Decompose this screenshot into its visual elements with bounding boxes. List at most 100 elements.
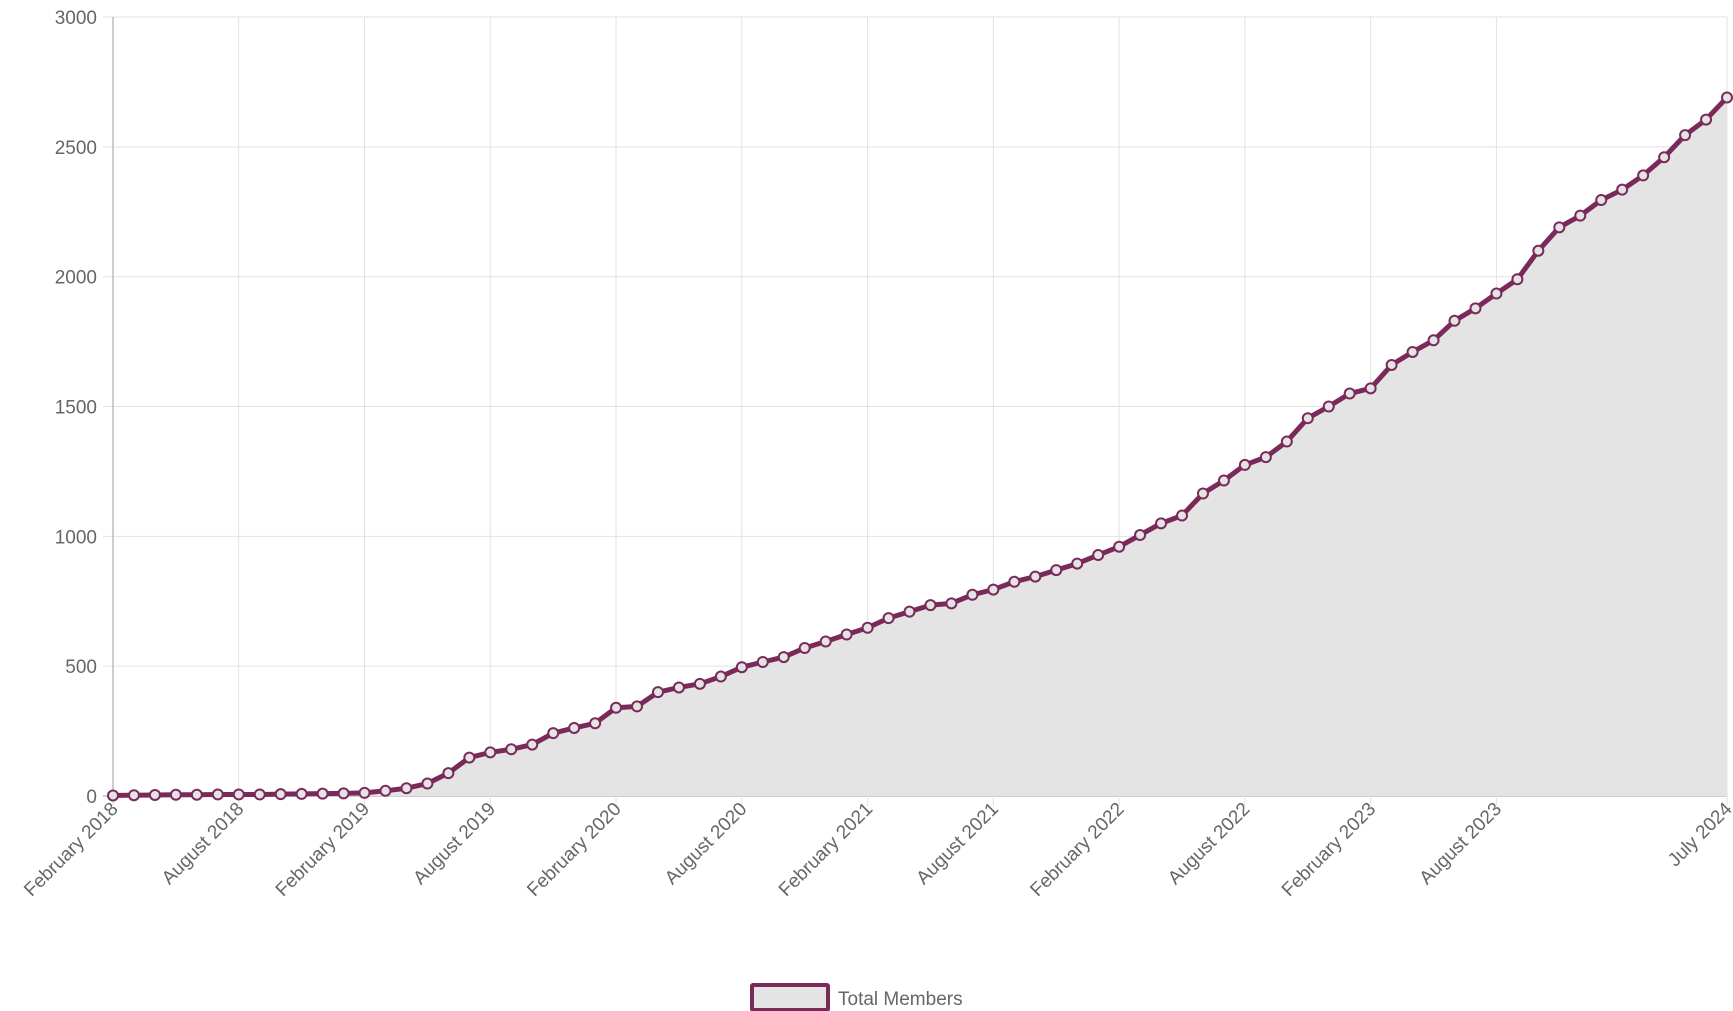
data-point-2018-09[interactable] [253,788,266,801]
data-point-2019-05[interactable] [421,777,434,790]
y-tick-label-1500: 1500 [55,398,97,419]
data-point-2023-12[interactable] [1574,209,1587,222]
data-point-2018-05[interactable] [169,788,182,801]
data-point-2018-08[interactable] [232,788,245,801]
data-point-2023-05[interactable] [1427,334,1440,347]
data-point-2023-04[interactable] [1406,345,1419,358]
data-point-2021-11[interactable] [1050,564,1063,577]
x-tick-label-2021-02: February 2021 [775,799,877,901]
y-axis-tick-labels: 0 500 1000 1500 2000 2500 3000 [55,8,97,808]
x-tick-label-2024-07: July 2024 [1664,798,1733,871]
data-point-2021-09[interactable] [1008,575,1021,588]
data-point-2019-10[interactable] [526,738,539,751]
data-point-2024-01[interactable] [1595,194,1608,207]
data-point-2023-07[interactable] [1469,302,1482,315]
x-tick-label-2019-08: August 2019 [410,799,500,889]
data-point-2020-08[interactable] [735,661,748,674]
data-point-2019-12[interactable] [568,721,581,734]
chart-area-fill [113,97,1727,796]
data-point-2019-07[interactable] [463,751,476,764]
y-tick-label-3000: 3000 [55,8,97,29]
data-point-2021-04[interactable] [903,605,916,618]
data-point-2023-02[interactable] [1364,382,1377,395]
data-point-2020-03[interactable] [631,700,644,713]
data-point-2021-01[interactable] [840,628,853,641]
data-point-2018-04[interactable] [148,788,161,801]
data-point-2018-11[interactable] [295,787,308,800]
chart-legend[interactable]: Total Members [750,983,963,1011]
data-point-2024-07[interactable] [1721,91,1733,104]
data-point-2020-02[interactable] [610,701,623,714]
data-point-2019-11[interactable] [547,727,560,740]
data-point-2020-09[interactable] [756,656,769,669]
data-point-2022-11[interactable] [1301,412,1314,425]
data-point-2024-04[interactable] [1658,151,1671,164]
data-point-2020-10[interactable] [777,651,790,664]
data-point-2020-11[interactable] [798,641,811,654]
x-tick-label-2023-08: August 2023 [1416,799,1506,889]
data-point-2022-10[interactable] [1280,435,1293,448]
data-point-2019-06[interactable] [442,767,455,780]
data-point-2022-12[interactable] [1322,400,1335,413]
data-point-2019-04[interactable] [400,782,413,795]
data-point-2018-03[interactable] [127,789,140,802]
data-point-2022-05[interactable] [1176,509,1189,522]
data-point-2021-12[interactable] [1071,557,1084,570]
data-point-2021-02[interactable] [861,621,874,634]
data-point-2021-05[interactable] [924,599,937,612]
data-point-2022-01[interactable] [1092,549,1105,562]
data-point-2023-11[interactable] [1553,221,1566,234]
data-point-2023-03[interactable] [1385,358,1398,371]
x-tick-label-2018-08: August 2018 [158,799,248,889]
x-axis-tick-labels: February 2018 August 2018 February 2019 Aug… [20,798,1733,901]
data-point-2024-05[interactable] [1679,129,1692,142]
data-point-2021-03[interactable] [882,612,895,625]
area-total-members [113,97,1727,796]
data-point-2022-04[interactable] [1155,517,1168,530]
data-point-2018-02[interactable] [107,789,119,802]
data-point-2023-06[interactable] [1448,314,1461,327]
data-point-2019-08[interactable] [484,746,497,759]
data-point-2022-06[interactable] [1196,487,1209,500]
legend-label-total-members[interactable]: Total Members [838,989,963,1010]
data-point-2022-03[interactable] [1134,529,1147,542]
data-point-2022-09[interactable] [1259,451,1272,464]
x-tick-label-2018-02: February 2018 [20,799,122,901]
legend-swatch-total-members[interactable] [750,983,830,1011]
data-point-2018-10[interactable] [274,788,287,801]
data-point-2019-09[interactable] [505,743,518,756]
x-tick-label-2023-02: February 2023 [1278,799,1380,901]
data-point-2020-07[interactable] [714,670,727,683]
x-tick-label-2020-02: February 2020 [523,799,625,901]
data-point-2024-06[interactable] [1700,113,1713,126]
data-point-2019-03[interactable] [379,784,392,797]
data-point-2022-08[interactable] [1238,458,1251,471]
data-point-2019-01[interactable] [337,787,350,800]
data-point-2020-05[interactable] [672,681,685,694]
data-point-2021-08[interactable] [987,583,1000,596]
data-point-2020-12[interactable] [819,635,832,648]
data-point-2018-12[interactable] [316,787,329,800]
data-point-2022-07[interactable] [1217,474,1230,487]
y-tick-label-1000: 1000 [55,527,97,548]
data-point-2022-02[interactable] [1113,540,1126,553]
data-point-2021-07[interactable] [966,588,979,601]
data-point-2021-06[interactable] [945,597,958,610]
data-point-2020-01[interactable] [589,717,602,730]
data-point-2021-10[interactable] [1029,570,1042,583]
data-point-2018-07[interactable] [211,788,224,801]
data-point-2023-01[interactable] [1343,387,1356,400]
x-tick-label-2020-08: August 2020 [661,799,751,889]
data-point-2023-09[interactable] [1511,273,1524,286]
data-point-2020-04[interactable] [651,686,664,699]
data-point-2024-02[interactable] [1616,183,1629,196]
data-point-2020-06[interactable] [693,677,706,690]
data-point-2024-03[interactable] [1637,169,1650,182]
data-point-2019-02[interactable] [358,786,371,799]
data-point-2023-10[interactable] [1532,244,1545,257]
x-tick-label-2019-02: February 2019 [272,799,374,901]
data-point-2023-08[interactable] [1490,287,1503,300]
data-point-2018-06[interactable] [190,788,203,801]
y-tick-label-500: 500 [65,657,97,678]
